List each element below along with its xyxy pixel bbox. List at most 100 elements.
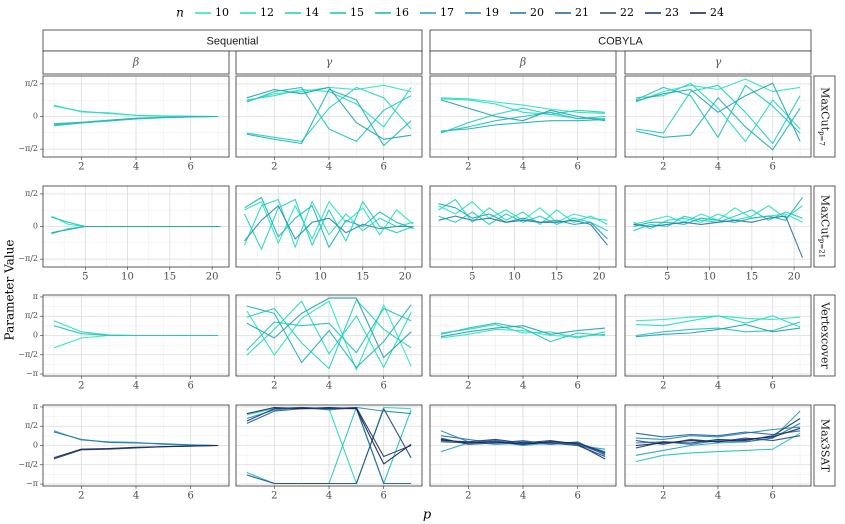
- series-line-n15: [635, 321, 801, 337]
- legend-title: n: [176, 6, 184, 20]
- x-tick-label: 4: [520, 381, 526, 392]
- series-line-n22: [246, 408, 412, 485]
- y-axis-title: Parameter Value: [3, 240, 17, 341]
- series-line-n21: [635, 430, 801, 438]
- x-tick-label: 2: [78, 381, 84, 392]
- y-tick-label: 0: [33, 222, 38, 231]
- x-tick-label: 4: [715, 162, 721, 173]
- x-tick-label: 2: [660, 381, 666, 392]
- legend-label: 23: [665, 6, 679, 19]
- x-tick-label: 4: [133, 162, 139, 173]
- x-tick-label: 5: [82, 272, 88, 283]
- legend-label: 24: [710, 6, 724, 19]
- series-line-n10: [440, 328, 606, 339]
- series-line-n14: [246, 86, 412, 142]
- legend-label: 21: [575, 6, 589, 19]
- row-label: MaxCutp=21: [818, 195, 832, 258]
- series-line-n10: [440, 97, 606, 114]
- series-line-n16: [246, 304, 412, 368]
- x-tick-label: 6: [770, 381, 776, 392]
- series-line-n15: [440, 322, 606, 343]
- panel-r3-c3: 2 4 6: [429, 294, 617, 392]
- series-line-n12: [635, 82, 801, 142]
- legend-item-15: 15: [330, 6, 364, 19]
- x-tick-label: 10: [121, 272, 134, 283]
- row-label-sub: p=7: [818, 131, 826, 146]
- series-line-n20: [438, 215, 608, 246]
- x-tick-label: 20: [399, 272, 412, 283]
- y-tick-label: 0: [33, 112, 38, 121]
- panel-r2-c4: 5 10 15 20: [624, 185, 812, 283]
- x-tick-label: 4: [715, 381, 721, 392]
- series-line-n20: [633, 215, 804, 258]
- panel-r3-c4: 2 4 6: [624, 294, 812, 392]
- series-line-n16: [440, 119, 606, 132]
- x-tick-label: 6: [381, 381, 387, 392]
- series-line-n17: [440, 325, 606, 338]
- series-line-n24: [440, 438, 606, 454]
- row-strip: [813, 404, 836, 487]
- y-tick-label: π/2: [25, 421, 38, 430]
- series-line-n15: [246, 307, 412, 354]
- y-tick-label: −π/2: [18, 144, 38, 153]
- x-tick-label: 20: [206, 272, 219, 283]
- x-tick-label: 6: [381, 491, 387, 502]
- y-tick-label: π/2: [25, 79, 38, 88]
- x-tick-label: 2: [465, 162, 471, 173]
- legend-label: 19: [485, 6, 499, 19]
- series-line-n16: [635, 97, 801, 151]
- series-line-n17: [635, 323, 801, 338]
- x-tick-label: 6: [188, 491, 194, 502]
- legend-item-22: 22: [600, 6, 634, 19]
- series-line-n10: [246, 300, 412, 371]
- legend-item-14: 14: [285, 6, 319, 19]
- row-label: Max3SAT: [819, 419, 832, 473]
- x-tick-label: 2: [271, 381, 277, 392]
- x-tick-label: 4: [326, 162, 332, 173]
- series-line-n17: [635, 82, 801, 142]
- panel-r4-c3: 2 4 6: [429, 404, 617, 502]
- series-line-n17: [438, 203, 608, 240]
- x-tick-label: 10: [703, 272, 716, 283]
- x-tick-label: 6: [188, 162, 194, 173]
- x-tick-label: 2: [660, 162, 666, 173]
- y-tick-label: −π/2: [18, 254, 38, 263]
- column-group-label: Sequential: [207, 35, 259, 47]
- column-param-label: β: [132, 56, 139, 69]
- y-tick-label: π: [33, 292, 38, 301]
- legend-label: 14: [305, 6, 319, 19]
- row-label-main: Max3SAT: [819, 419, 832, 473]
- row-strip: [813, 294, 836, 377]
- y-tick-label: −π/2: [18, 460, 38, 469]
- x-tick-label: 10: [508, 272, 521, 283]
- row-label-sub: p=21: [818, 239, 826, 258]
- panel-r4-c4: 2 4 6: [624, 404, 812, 502]
- panel-r1-c1: 2 4 6 π/2 0 −π/2: [18, 75, 230, 173]
- x-tick-label: 2: [78, 491, 84, 502]
- column-param-strip: [624, 50, 812, 75]
- panel-border: [624, 185, 812, 268]
- x-tick-label: 2: [271, 162, 277, 173]
- panel-r4-c1: 2 4 6 π π/2 0 −π/2 −π: [18, 402, 230, 502]
- y-tick-label: 0: [33, 441, 38, 450]
- x-tick-label: 6: [188, 381, 194, 392]
- series-line-n16: [244, 196, 414, 248]
- legend-item-12: 12: [240, 6, 274, 19]
- x-tick-label: 4: [326, 381, 332, 392]
- row-strip: [813, 75, 836, 158]
- x-tick-label: 20: [593, 272, 606, 283]
- series-line-n16: [53, 115, 219, 125]
- series-line-n22: [440, 437, 606, 458]
- legend-label: 15: [350, 6, 364, 19]
- panel-border: [429, 185, 617, 268]
- series-line-n19: [244, 205, 414, 242]
- series-line-n20: [53, 431, 219, 447]
- series-line-n14: [635, 84, 801, 145]
- legend-label: 10: [215, 6, 229, 19]
- legend-item-24: 24: [690, 6, 724, 19]
- y-tick-label: π: [33, 402, 38, 411]
- x-tick-label: 6: [381, 162, 387, 173]
- panel-r1-c2: 2 4 6: [235, 75, 423, 173]
- column-param-label: β: [519, 56, 526, 69]
